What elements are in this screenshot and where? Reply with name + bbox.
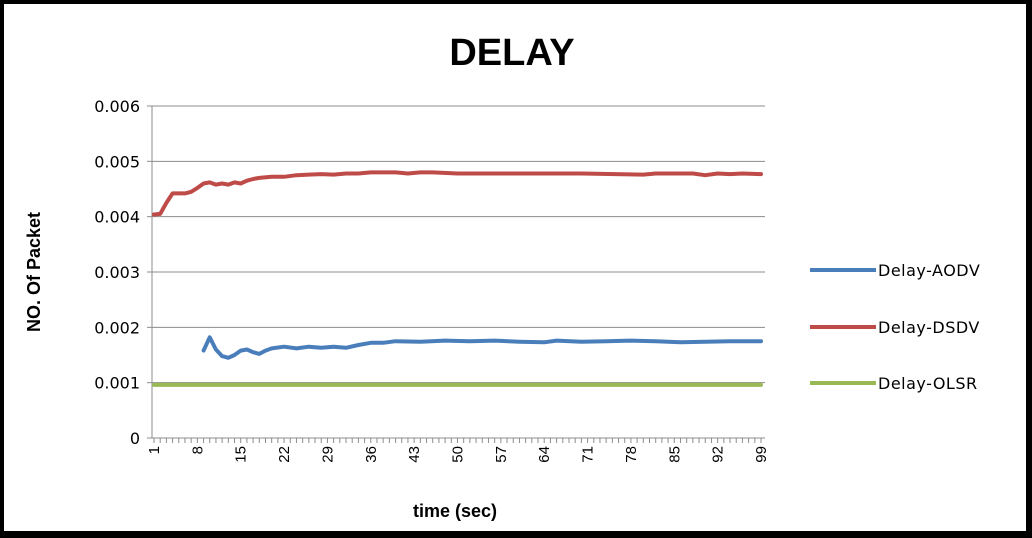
legend-entry: Delay-OLSR — [878, 374, 978, 393]
data-series — [152, 170, 763, 387]
y-tick-label: 0.001 — [94, 374, 140, 393]
x-tick-label: 29 — [319, 446, 336, 463]
x-tick-label: 85 — [666, 446, 683, 463]
x-tick-label: 57 — [493, 446, 510, 463]
x-tick-label: 1 — [146, 446, 163, 454]
x-tick-label: 99 — [753, 446, 770, 463]
x-tick-label: 50 — [450, 446, 467, 463]
y-tick-label: 0.005 — [94, 152, 140, 171]
y-axis-label: NO. Of Packet — [24, 212, 44, 332]
legend: Delay-AODV Delay-DSDV Delay-OLSR — [810, 261, 980, 393]
x-tick-label: 64 — [536, 446, 553, 463]
y-tick-label: 0.006 — [94, 97, 140, 116]
x-tick-label: 71 — [580, 446, 597, 463]
y-tick-label: 0 — [130, 429, 140, 448]
x-tick-label: 78 — [623, 446, 640, 463]
axes — [151, 106, 765, 439]
x-tick-label: 22 — [276, 446, 293, 463]
y-tick-label: 0.003 — [94, 263, 140, 282]
x-tick-label: 36 — [363, 446, 380, 463]
legend-entry: Delay-AODV — [878, 261, 980, 280]
x-axis-ticks: 1 8 15 22 29 36 43 50 57 64 71 78 85 92 99 — [146, 438, 770, 463]
y-tick-label: 0.002 — [94, 318, 140, 337]
legend-entry: Delay-DSDV — [878, 318, 980, 337]
chart-title: DELAY — [449, 32, 574, 74]
y-tick-label: 0.004 — [94, 208, 140, 227]
x-axis-label: time (sec) — [413, 501, 497, 521]
gridlines — [152, 105, 765, 384]
x-tick-label: 15 — [233, 446, 250, 463]
series-line — [201, 335, 763, 360]
y-axis-ticks: 0 0.001 0.002 0.003 0.004 0.005 0.006 — [94, 97, 152, 448]
x-tick-label: 92 — [710, 446, 727, 463]
x-tick-label: 43 — [406, 446, 423, 463]
series-line — [152, 170, 763, 217]
x-tick-label: 8 — [189, 446, 206, 454]
